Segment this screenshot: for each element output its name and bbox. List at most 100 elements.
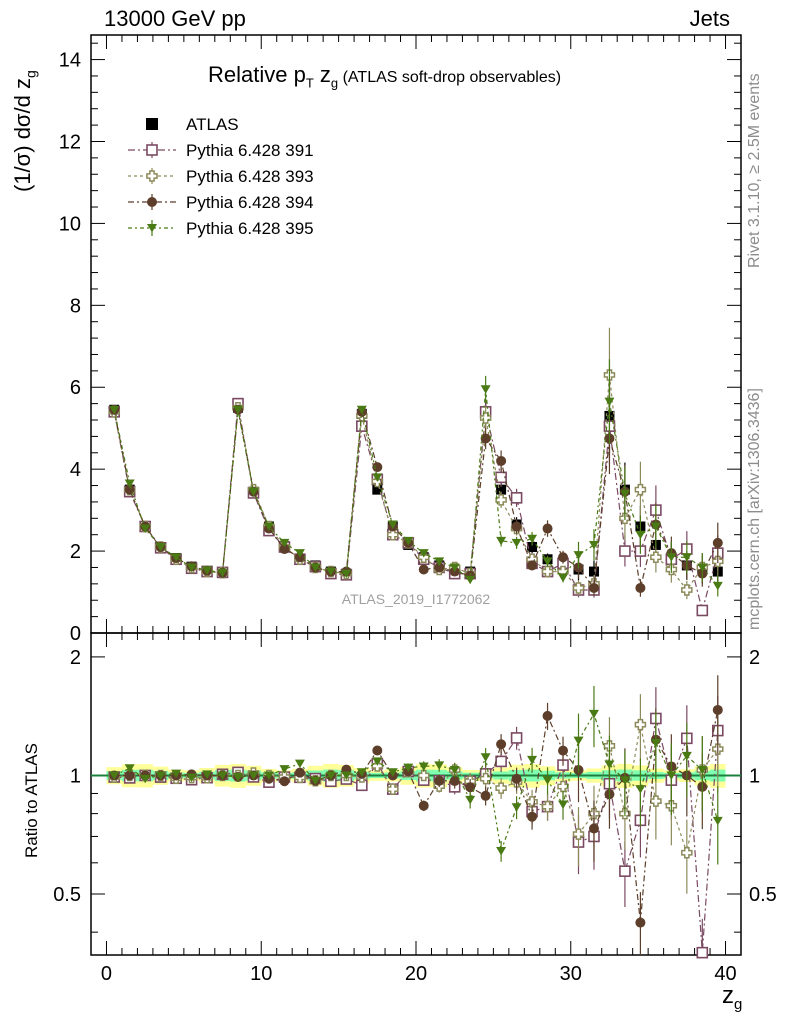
data-point — [372, 462, 383, 473]
ratio-point — [527, 755, 538, 765]
legend-marker — [146, 118, 158, 130]
data-point — [558, 573, 569, 583]
ratio-point — [124, 770, 135, 781]
ratio-point — [372, 757, 383, 766]
ratio-point — [186, 773, 197, 783]
ratio-series-line — [113, 712, 719, 852]
ratio-point — [465, 795, 476, 805]
data-point — [248, 487, 259, 497]
data-point — [712, 581, 723, 591]
ratio-y-tick-label: 2 — [70, 647, 81, 669]
y-tick-label: 14 — [59, 50, 81, 72]
data-point — [588, 566, 599, 577]
series-393 — [108, 327, 724, 600]
ratio-series-394 — [109, 675, 723, 955]
ratio-point — [480, 753, 491, 762]
ratio-y-tick-label: 0.5 — [53, 884, 81, 906]
ratio-point — [511, 803, 522, 812]
x-axis-label: zg — [722, 982, 743, 1013]
legend-marker — [146, 170, 158, 182]
series-line — [113, 389, 719, 587]
legend-label: Pythia 6.428 395 — [186, 219, 314, 238]
ratio-point — [495, 782, 507, 794]
ratio-point — [541, 800, 554, 813]
ratio-point — [217, 771, 228, 780]
ratio-point — [496, 739, 507, 750]
ratio-point — [403, 763, 414, 773]
ratio-point — [325, 771, 336, 780]
data-point — [511, 538, 522, 548]
data-point — [650, 551, 662, 563]
data-point — [480, 385, 491, 394]
ratio-point — [387, 768, 398, 777]
beam-energy-label: 13000 GeV pp — [104, 6, 246, 31]
ratio-point — [588, 823, 599, 834]
data-point — [310, 563, 321, 572]
ratio-point — [418, 800, 429, 811]
ratio-point — [635, 785, 646, 794]
data-point — [496, 536, 507, 546]
ratio-point — [697, 766, 708, 775]
plot-title: Relative pT zg (ATLAS soft-drop observab… — [208, 62, 562, 91]
data-point — [634, 483, 647, 496]
ratio-point — [526, 796, 538, 808]
data-point — [681, 584, 693, 596]
ratio-series-line — [114, 724, 719, 853]
ratio-point — [279, 776, 290, 787]
ratio-point — [510, 732, 523, 744]
ratio-point — [619, 865, 631, 877]
ratio-point — [573, 736, 584, 746]
ratio-series-391 — [108, 687, 724, 959]
data-point — [325, 567, 336, 577]
legend-label: ATLAS — [186, 115, 239, 134]
ratio-point — [155, 771, 166, 780]
data-point — [480, 433, 491, 444]
ratio-point — [417, 769, 430, 782]
data-point — [279, 544, 290, 555]
data-point — [527, 534, 538, 544]
data-point — [372, 473, 383, 482]
data-point — [619, 545, 631, 557]
ratio-point — [588, 709, 599, 719]
ratio-point — [681, 847, 693, 859]
data-point — [496, 455, 507, 466]
data-point — [449, 563, 460, 572]
ratio-point — [371, 760, 384, 772]
data-point — [635, 582, 646, 593]
data-point — [403, 536, 414, 546]
series-395 — [109, 359, 723, 597]
legend-label: Pythia 6.428 393 — [186, 167, 314, 186]
data-point — [666, 553, 677, 562]
ratio-point — [356, 768, 367, 777]
data-point — [527, 541, 538, 552]
data-point — [635, 530, 646, 540]
data-point — [171, 553, 182, 562]
ratio-point — [387, 783, 399, 795]
ratio-point — [619, 776, 630, 785]
x-tick-label: 0 — [101, 963, 112, 985]
ratio-point — [434, 775, 445, 786]
y-tick-label: 6 — [70, 377, 81, 399]
data-point — [712, 537, 723, 548]
legend: ATLAS Pythia 6.428 391 Pythia 6.428 393 Pyt… — [128, 115, 314, 238]
x-tick-label: 30 — [560, 963, 582, 985]
series-line — [113, 409, 719, 590]
data-point — [341, 569, 352, 579]
ratio-point — [511, 773, 522, 784]
ratio-point — [418, 762, 429, 771]
ratio-y-tick-label: 1 — [70, 765, 81, 787]
ratio-point — [263, 771, 274, 780]
legend-marker — [147, 224, 157, 233]
data-point — [588, 582, 599, 593]
ratio-point — [527, 811, 538, 822]
series-ATLAS — [109, 376, 723, 586]
y-tick-label: 0 — [70, 623, 81, 645]
legend-label: Pythia 6.428 391 — [186, 141, 314, 160]
data-point — [434, 557, 445, 566]
data-point — [495, 471, 507, 484]
ratio-point — [712, 704, 723, 715]
data-point — [527, 560, 538, 571]
data-point — [356, 405, 367, 415]
ratio-point — [372, 745, 383, 756]
